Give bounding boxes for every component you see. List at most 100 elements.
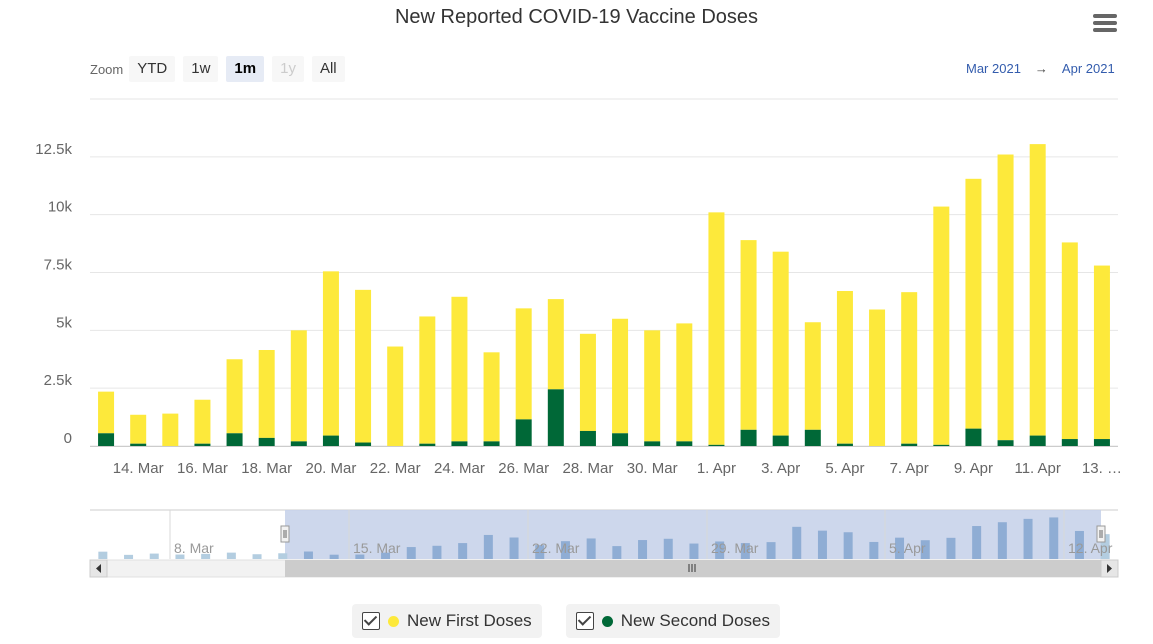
bar-second-doses[interactable]: [836, 443, 853, 446]
bar-first-doses[interactable]: [194, 399, 211, 444]
bar-first-doses[interactable]: [322, 271, 339, 436]
bar-first-doses[interactable]: [804, 322, 821, 430]
bar-second-doses[interactable]: [194, 443, 211, 446]
bar-first-doses[interactable]: [772, 251, 789, 436]
bar-first-doses[interactable]: [676, 323, 693, 442]
bar-second-doses[interactable]: [644, 441, 661, 446]
navigator-bar: [638, 540, 648, 559]
green-dot-icon: [601, 615, 613, 627]
checkbox-checked-icon[interactable]: [362, 612, 380, 630]
navigator-bar: [483, 534, 493, 559]
bar-second-doses[interactable]: [1029, 435, 1046, 446]
legend-item-first-doses[interactable]: New First Doses: [352, 604, 542, 638]
range-to[interactable]: Apr 2021: [1061, 61, 1115, 76]
bar-second-doses[interactable]: [804, 429, 821, 446]
bar-second-doses[interactable]: [740, 429, 757, 446]
bar-second-doses[interactable]: [579, 430, 596, 446]
bar-first-doses[interactable]: [162, 413, 179, 446]
bar-first-doses[interactable]: [98, 391, 115, 434]
zoom-all-button[interactable]: All: [311, 56, 345, 82]
bar-first-doses[interactable]: [933, 206, 950, 445]
legend-item-second-doses[interactable]: New Second Doses: [565, 604, 780, 638]
bar-second-doses[interactable]: [451, 441, 468, 446]
bar-second-doses[interactable]: [355, 442, 372, 446]
bar-first-doses[interactable]: [226, 359, 243, 434]
bar-first-doses[interactable]: [451, 296, 468, 442]
x-tick-label: 16. Mar: [177, 460, 228, 477]
bar-second-doses[interactable]: [483, 441, 500, 446]
bar-second-doses[interactable]: [547, 389, 564, 446]
navigator-bar: [946, 537, 956, 559]
bar-first-doses[interactable]: [869, 309, 886, 446]
bar-first-doses[interactable]: [612, 318, 629, 434]
navigator-tick-label: 29. Mar: [711, 540, 759, 556]
chart-canvas: 0 2.5k 5k 7.5k 10k 12.5k 14. Mar 16. Mar 18. Mar…: [35, 98, 1122, 578]
bar-second-doses[interactable]: [676, 441, 693, 446]
y-tick-label: 0: [64, 430, 72, 447]
bar-second-doses[interactable]: [322, 435, 339, 446]
bar-second-doses[interactable]: [258, 437, 275, 446]
bar-first-doses[interactable]: [1061, 242, 1078, 440]
range-from[interactable]: Mar 2021: [966, 61, 1021, 76]
navigator-bar: [586, 538, 596, 559]
bar-second-doses[interactable]: [772, 435, 789, 446]
bar-first-doses[interactable]: [579, 333, 596, 431]
bar-first-doses[interactable]: [708, 212, 725, 445]
bar-first-doses[interactable]: [965, 178, 982, 429]
bar-first-doses[interactable]: [1093, 265, 1110, 440]
navigator-bar: [98, 551, 108, 559]
scrollbar-thumb[interactable]: [285, 560, 1101, 577]
navigator-handle[interactable]: [1096, 525, 1106, 543]
bar-second-doses[interactable]: [515, 419, 532, 446]
bar-first-doses[interactable]: [290, 330, 307, 442]
bar-first-doses[interactable]: [644, 330, 661, 442]
navigator-handle[interactable]: [280, 525, 290, 543]
bar-first-doses[interactable]: [740, 240, 757, 430]
navigator-bar: [972, 526, 982, 559]
bar-second-doses[interactable]: [290, 441, 307, 446]
bar-first-doses[interactable]: [901, 292, 918, 444]
navigator-bar: [843, 532, 853, 559]
bar-first-doses[interactable]: [483, 352, 500, 442]
navigator-bar: [149, 553, 159, 559]
bar-first-doses[interactable]: [355, 289, 372, 443]
hamburger-menu-icon[interactable]: [1093, 14, 1117, 34]
y-tick-label: 12.5k: [35, 141, 72, 158]
navigator-tick-label: 22. Mar: [532, 540, 580, 556]
bar-second-doses[interactable]: [1093, 439, 1110, 446]
navigator-bar: [560, 541, 570, 559]
x-tick-label: 20. Mar: [306, 460, 357, 477]
checkbox-checked-icon[interactable]: [575, 612, 594, 630]
bar-second-doses[interactable]: [933, 444, 950, 446]
bar-second-doses[interactable]: [419, 443, 436, 446]
zoom-1m-button[interactable]: 1m: [226, 56, 265, 82]
navigator-bar: [612, 546, 622, 559]
bar-second-doses[interactable]: [226, 433, 243, 446]
bar-first-doses[interactable]: [419, 316, 436, 444]
bar-first-doses[interactable]: [997, 154, 1014, 441]
bar-first-doses[interactable]: [836, 291, 853, 444]
zoom-1w-button[interactable]: 1w: [183, 56, 219, 82]
bar-first-doses[interactable]: [130, 414, 147, 444]
bar-second-doses[interactable]: [98, 433, 115, 446]
bar-first-doses[interactable]: [1029, 144, 1046, 436]
bar-first-doses[interactable]: [547, 299, 564, 390]
bar-second-doses[interactable]: [708, 444, 725, 446]
bar-second-doses[interactable]: [997, 440, 1014, 446]
bar-first-doses[interactable]: [515, 308, 532, 420]
bar-second-doses[interactable]: [1061, 439, 1078, 446]
navigator-bar: [689, 543, 699, 559]
bar-second-doses[interactable]: [901, 443, 918, 446]
legend: New First Doses New Second Doses: [352, 604, 804, 638]
x-tick-label: 24. Mar: [434, 460, 485, 477]
zoom-ytd-button[interactable]: YTD: [129, 56, 176, 82]
navigator-bar: [432, 545, 442, 559]
x-tick-label: 3. Apr: [761, 460, 800, 477]
bar-first-doses[interactable]: [258, 349, 275, 438]
navigator-bar: [278, 553, 288, 559]
bar-second-doses[interactable]: [965, 428, 982, 446]
bar-second-doses[interactable]: [612, 433, 629, 446]
bar-second-doses[interactable]: [130, 443, 147, 446]
navigator-tick-label: 8. Mar: [174, 540, 214, 556]
bar-first-doses[interactable]: [387, 346, 404, 446]
